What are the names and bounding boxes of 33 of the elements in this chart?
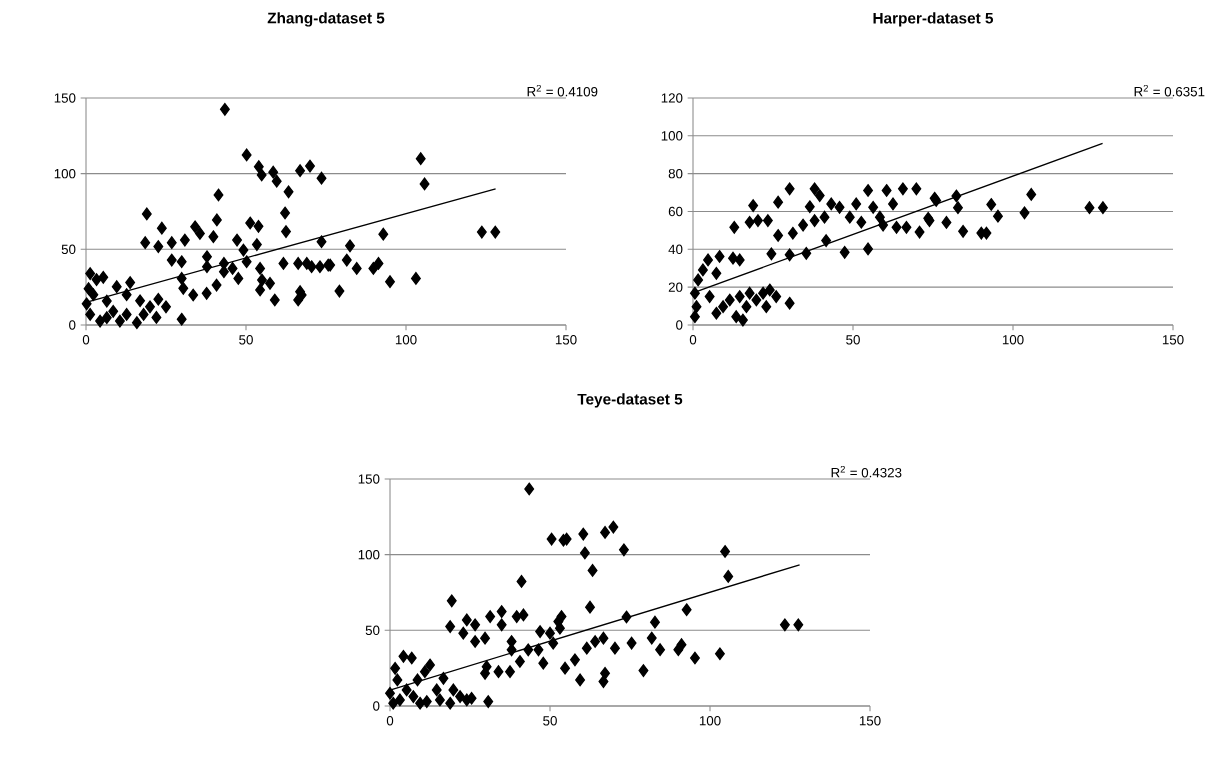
y-tick-label: 50 — [61, 244, 76, 255]
x-tick-label: 150 — [1162, 335, 1184, 345]
x-tick-label: 150 — [859, 716, 881, 726]
x-tick-label: 0 — [386, 716, 394, 726]
chart-title: Zhang-dataset 5 — [267, 12, 385, 27]
x-tick-label: 50 — [846, 335, 860, 345]
y-tick-label: 120 — [661, 93, 683, 103]
y-tick-label: 0 — [69, 320, 76, 330]
text: R$^{2}$ = 0.6351 — [1134, 84, 1205, 97]
y-tick-label: 80 — [668, 168, 683, 179]
y-tick-label: 150 — [358, 474, 380, 484]
chart-title: Harper-dataset 5 — [873, 12, 994, 27]
x-tick-label: 100 — [1002, 335, 1024, 345]
x-tick-label: 50 — [239, 335, 253, 345]
y-tick-label: 50 — [365, 625, 380, 636]
y-tick-label: 0 — [373, 701, 380, 711]
x-tick-label: 100 — [699, 716, 721, 726]
text: R$^{2}$ = 0.4109 — [527, 84, 598, 97]
x-tick-label: 50 — [543, 716, 557, 726]
y-tick-label: 100 — [661, 131, 683, 141]
text: R$^{2}$ = 0.4323 — [831, 465, 902, 478]
y-tick-label: 150 — [54, 93, 76, 103]
y-tick-label: 0 — [676, 320, 683, 330]
x-tick-label: 0 — [689, 335, 697, 345]
y-tick-label: 40 — [668, 244, 683, 255]
y-tick-label: 20 — [668, 282, 683, 292]
chart-title: Teye-dataset 5 — [577, 393, 683, 408]
y-tick-label: 100 — [54, 168, 76, 179]
x-tick-label: 0 — [82, 335, 90, 345]
x-tick-label: 100 — [395, 335, 417, 345]
y-tick-label: 100 — [358, 549, 380, 560]
x-tick-label: 150 — [555, 335, 577, 345]
y-tick-label: 60 — [668, 206, 683, 217]
